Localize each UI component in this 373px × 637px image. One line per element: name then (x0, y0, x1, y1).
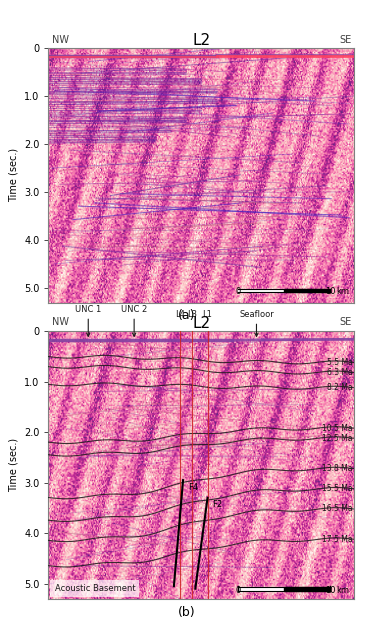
Text: 5.5 Ma: 5.5 Ma (327, 358, 353, 367)
Text: F4: F4 (188, 483, 198, 492)
Text: L3: L3 (187, 310, 197, 318)
Text: 13.8 Ma: 13.8 Ma (322, 464, 353, 473)
Text: 17.5 Ma: 17.5 Ma (322, 534, 353, 544)
Text: L4: L4 (175, 310, 185, 318)
Text: 10.5 Ma: 10.5 Ma (322, 424, 353, 433)
Text: Seafloor: Seafloor (239, 310, 274, 336)
Text: 0: 0 (235, 586, 241, 595)
Text: 10: 10 (325, 586, 335, 595)
Title: L2: L2 (192, 316, 210, 331)
Text: 0: 0 (235, 287, 241, 296)
Text: UNC 1: UNC 1 (75, 304, 101, 336)
Text: km: km (336, 287, 349, 296)
Y-axis label: Time (sec.): Time (sec.) (9, 148, 19, 202)
Y-axis label: Time (sec.): Time (sec.) (9, 438, 19, 492)
Text: Acoustic Basement: Acoustic Basement (54, 583, 135, 592)
Text: 12.5 Ma: 12.5 Ma (322, 434, 353, 443)
Text: UNC 2: UNC 2 (121, 304, 147, 336)
Title: L2: L2 (192, 32, 210, 48)
Text: SE: SE (339, 317, 351, 327)
Text: 15.5 Ma: 15.5 Ma (322, 484, 353, 493)
Text: F2: F2 (212, 500, 222, 510)
Text: (b): (b) (178, 606, 195, 619)
Text: SE: SE (339, 35, 351, 45)
Text: km: km (336, 586, 349, 595)
Text: NW: NW (51, 35, 69, 45)
Text: (a): (a) (178, 309, 195, 322)
Text: 16.5 Ma: 16.5 Ma (322, 505, 353, 513)
Text: NW: NW (51, 317, 69, 327)
Text: 10: 10 (325, 287, 335, 296)
Text: 8.2 Ma: 8.2 Ma (327, 383, 353, 392)
Text: L1: L1 (203, 310, 213, 318)
Text: 6.3 Ma: 6.3 Ma (327, 368, 353, 377)
